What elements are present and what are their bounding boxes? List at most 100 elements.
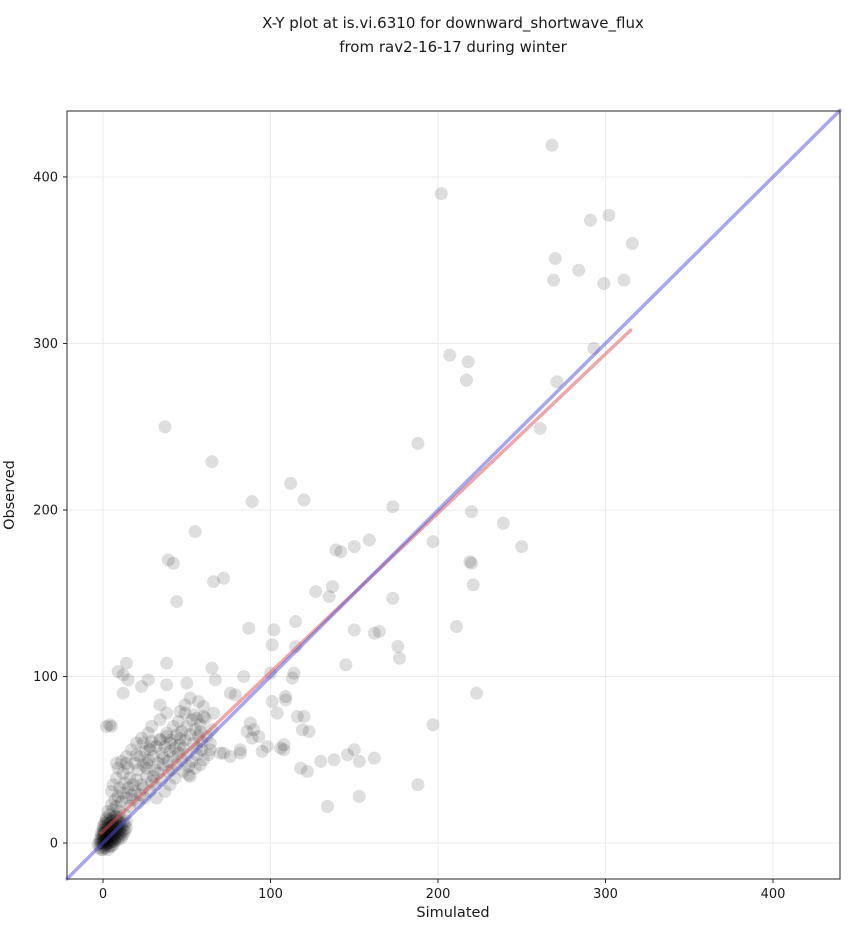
scatter-point — [106, 838, 120, 852]
scatter-point — [109, 799, 123, 813]
scatter-point — [188, 723, 202, 737]
scatter-point — [314, 754, 328, 768]
scatter-point — [173, 738, 187, 752]
scatter-point — [101, 804, 115, 818]
scatter-point — [461, 355, 475, 369]
scatter-point — [170, 728, 184, 742]
scatter-point — [133, 749, 147, 763]
scatter-point — [443, 348, 457, 362]
scatter-point — [121, 673, 135, 687]
scatter-point — [160, 726, 174, 740]
scatter-point — [279, 689, 293, 703]
scatter-point — [434, 187, 448, 201]
scatter-point — [160, 729, 174, 743]
scatter-point — [161, 553, 175, 567]
scatter-point — [126, 778, 140, 792]
scatter-point — [118, 818, 132, 832]
scatter-point — [116, 786, 130, 800]
scatter-point — [247, 723, 261, 737]
scatter-point — [449, 620, 463, 634]
scatter-point — [267, 623, 281, 637]
scatter-point — [104, 784, 118, 798]
scatter-point — [111, 761, 125, 775]
scatter-point — [572, 263, 586, 277]
scatter-point — [104, 831, 118, 845]
scatter-point — [114, 794, 128, 808]
chart-title-line2: from rav2-16-17 during winter — [339, 38, 567, 56]
scatter-point — [183, 728, 197, 742]
scatter-point — [166, 556, 180, 570]
scatter-point — [156, 758, 170, 772]
scatter-point — [101, 834, 115, 848]
scatter-point — [198, 711, 212, 725]
scatter-point — [329, 543, 343, 557]
x-tick-label: 0 — [99, 887, 107, 902]
scatter-point — [171, 714, 185, 728]
scatter-point — [146, 749, 160, 763]
scatter-point — [96, 839, 110, 853]
scatter-point — [193, 718, 207, 732]
scatter-point — [128, 784, 142, 798]
one-to-one-line — [65, 108, 842, 881]
scatter-point — [166, 719, 180, 733]
scatter-point — [391, 640, 405, 654]
scatter-point — [625, 237, 639, 251]
scatter-point — [297, 709, 311, 723]
scatter-point — [466, 578, 480, 592]
scatter-point — [295, 723, 309, 737]
scatter-point — [260, 739, 274, 753]
scatter-point — [108, 793, 122, 807]
scatter-point — [160, 656, 174, 670]
scatter-point — [163, 744, 177, 758]
x-tick-label: 400 — [761, 887, 786, 902]
scatter-point — [160, 678, 174, 692]
scatter-point — [145, 734, 159, 748]
scatter-point — [223, 686, 237, 700]
scatter-point — [103, 808, 117, 822]
scatter-point — [284, 476, 298, 490]
scatter-point — [270, 706, 284, 720]
scatter-point — [208, 673, 222, 687]
scatter-point — [145, 719, 159, 733]
scatter-point — [163, 736, 177, 750]
chart-title-line1: X-Y plot at is.vi.6310 for downward_shor… — [262, 14, 644, 33]
scatter-point — [545, 138, 559, 152]
scatter-point — [297, 493, 311, 507]
scatter-point — [93, 836, 107, 850]
scatter-point — [140, 769, 154, 783]
scatter-point — [183, 691, 197, 705]
scatter-point — [170, 595, 184, 609]
scatter-point — [103, 839, 117, 853]
scatter-point — [153, 698, 167, 712]
scatter-point — [99, 836, 113, 850]
scatter-point — [153, 733, 167, 747]
y-tick-label: 100 — [33, 670, 58, 685]
scatter-point — [193, 758, 207, 772]
scatter-point — [131, 763, 145, 777]
scatter-point — [173, 704, 187, 718]
x-tick-label: 300 — [593, 887, 618, 902]
scatter-point — [136, 758, 150, 772]
scatter-point — [265, 638, 279, 652]
scatter-point — [128, 756, 142, 770]
scatter-point — [113, 781, 127, 795]
scatter-point — [160, 706, 174, 720]
scatter-point — [168, 741, 182, 755]
scatter-point — [130, 736, 144, 750]
scatter-point — [352, 789, 366, 803]
scatter-point — [111, 665, 125, 679]
scatter-point — [140, 756, 154, 770]
scatter-points-layer — [91, 138, 639, 857]
scatter-point — [143, 743, 157, 757]
scatter-point — [386, 591, 400, 605]
scatter-point — [119, 756, 133, 770]
scatter-point — [109, 771, 123, 785]
scatter-point — [279, 693, 293, 707]
y-axis-label: Observed — [2, 460, 18, 530]
scatter-point — [191, 694, 205, 708]
scatter-point — [294, 761, 308, 775]
scatter-point — [550, 375, 564, 389]
scatter-point — [180, 719, 194, 733]
scatter-point — [426, 718, 440, 732]
scatter-point — [195, 734, 209, 748]
